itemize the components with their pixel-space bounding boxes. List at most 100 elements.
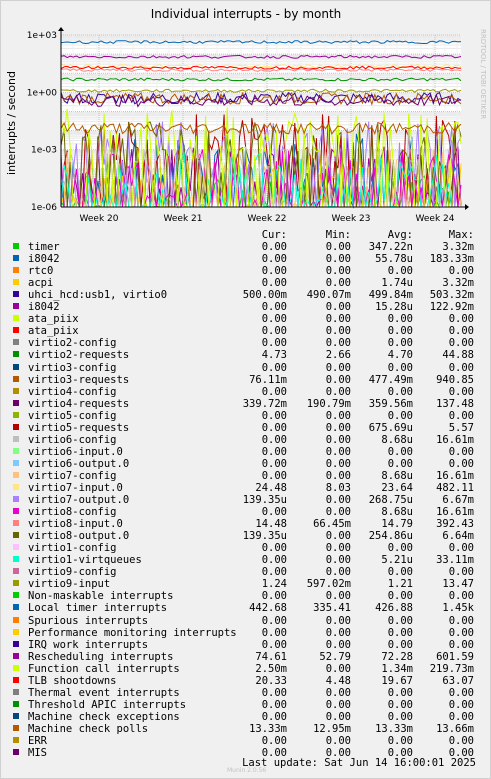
legend-cur: 0.00 (261, 566, 287, 579)
legend-min: 0.00 (325, 530, 351, 543)
x-tick-label: Week 21 (164, 214, 203, 224)
legend-max: 0.00 (448, 566, 474, 579)
legend-avg: 1.74u (381, 277, 413, 290)
legend-cur: 0.00 (261, 686, 287, 699)
legend-swatch (13, 435, 19, 442)
series-line (60, 93, 462, 108)
legend-max: 0.00 (448, 747, 474, 760)
legend-cur: 76.11m (249, 373, 287, 386)
legend-row: Thermal event interrupts 0.00 0.00 0.00 0.00 (13, 687, 483, 699)
legend-swatch (13, 604, 19, 611)
legend-row: uhci_hcd:usb1, virtio0 500.00m 490.07m 499.… (13, 289, 483, 301)
legend-max: 3.32m (442, 241, 474, 254)
legend-avg: 0.00 (387, 626, 413, 639)
legend-max: 0.00 (448, 445, 474, 458)
legend-avg: 72.28 (381, 650, 413, 663)
legend-max: 0.00 (448, 542, 474, 555)
legend-label: timer (28, 241, 60, 254)
legend-min: 0.00 (325, 253, 351, 266)
legend-max: 392.43 (436, 518, 474, 531)
legend-swatch (13, 736, 19, 743)
legend-min: 0.00 (325, 469, 351, 482)
legend-cur: 0.00 (261, 457, 287, 470)
legend-max: 940.85 (436, 373, 474, 386)
legend-swatch (13, 387, 19, 394)
legend-row: virtio7-input.0 24.48 8.03 23.64 482.11 (13, 482, 483, 494)
legend-cur: 0.00 (261, 253, 287, 266)
legend-swatch (13, 471, 19, 478)
legend-cur: 74.61 (255, 650, 287, 663)
legend-max: 183.33m (429, 253, 474, 266)
legend-avg: 1.21 (387, 578, 413, 591)
legend-swatch (13, 652, 19, 659)
legend-max: 0.00 (448, 614, 474, 627)
legend-swatch (13, 712, 19, 719)
legend-swatch (13, 592, 19, 599)
legend-row: virtio4-config 0.00 0.00 0.00 0.00 (13, 386, 483, 398)
legend-avg: 0.00 (387, 566, 413, 579)
legend-swatch (13, 363, 19, 370)
legend-row: i8042 0.00 0.00 15.28u 122.92m (13, 301, 483, 313)
legend-label: i8042 (28, 253, 60, 266)
legend-cur: 0.00 (261, 265, 287, 278)
legend-min: 0.00 (325, 747, 351, 760)
legend-cur: 14.48 (255, 518, 287, 531)
legend-swatch (13, 315, 19, 322)
legend-max: 0.00 (448, 590, 474, 603)
series-line (60, 121, 462, 136)
legend-min: 0.00 (325, 313, 351, 326)
legend-min: 0.00 (325, 457, 351, 470)
legend-avg: 13.33m (375, 722, 413, 735)
legend-row: virtio7-config 0.00 0.00 8.68u 16.61m (13, 470, 483, 482)
legend-row: virtio4-requests 339.72m 190.79m 359.56m 137… (13, 398, 483, 410)
legend-swatch (13, 447, 19, 454)
legend-swatch (13, 291, 19, 298)
legend-max: 63.07 (442, 674, 474, 687)
legend-max: 482.11 (436, 481, 474, 494)
legend-label: Non-maskable interrupts (28, 590, 174, 603)
legend-label: Local timer interrupts (28, 602, 168, 615)
legend-cur: 0.00 (261, 638, 287, 651)
legend-max: 16.61m (436, 433, 474, 446)
legend-swatch (13, 303, 19, 310)
legend-row: timer 0.00 0.00 347.22n 3.32m (13, 241, 483, 253)
legend-swatch (13, 496, 19, 503)
legend-cur: 0.00 (261, 734, 287, 747)
legend-label: rtc0 (28, 265, 54, 278)
legend-min: 66.45m (313, 518, 351, 531)
legend-cur: 20.33 (255, 674, 287, 687)
legend-row: virtio1-virtqueues 0.00 0.00 5.21u 33.11m (13, 554, 483, 566)
legend-label: virtio8-config (28, 506, 117, 519)
legend-label: Performance monitoring interrupts (28, 626, 237, 639)
legend-row: virtio6-input.0 0.00 0.00 0.00 0.00 (13, 446, 483, 458)
legend-label: Rescheduling interrupts (28, 650, 174, 663)
series-line (60, 67, 462, 72)
legend-row: virtio8-output.0 139.35u 0.00 254.86u 6.64m (13, 530, 483, 542)
legend-row: Threshold APIC interrupts 0.00 0.00 0.00 0.0… (13, 699, 483, 711)
legend-swatch (13, 544, 19, 551)
legend-label: Function call interrupts (28, 662, 180, 675)
legend-max: 33.11m (436, 554, 474, 567)
legend-cur: 0.00 (261, 409, 287, 422)
legend-rows: timer 0.00 0.00 347.22n 3.32m i8042 0.00 0.00 55… (13, 241, 483, 759)
legend-max: 16.61m (436, 506, 474, 519)
legend-row: rtc0 0.00 0.00 0.00 0.00 (13, 265, 483, 277)
legend-cur: 0.00 (261, 337, 287, 350)
legend-swatch (13, 700, 19, 707)
legend-max: 0.00 (448, 325, 474, 338)
legend-swatch (13, 243, 19, 250)
legend-max: 503.32m (429, 289, 474, 302)
legend-avg: 0.00 (387, 734, 413, 747)
legend-swatch (13, 508, 19, 515)
legend-max: 601.59 (436, 650, 474, 663)
legend-max: 219.73m (429, 662, 474, 675)
legend-swatch (13, 375, 19, 382)
legend-label: virtio6-output.0 (28, 457, 130, 470)
legend-min: 52.79 (319, 650, 351, 663)
legend-avg: 23.64 (381, 481, 413, 494)
legend-swatch (13, 724, 19, 731)
legend-avg: 347.22n (368, 241, 413, 254)
legend-label: virtio3-requests (28, 373, 130, 386)
legend-label: MIS (28, 747, 47, 760)
legend-avg: 0.00 (387, 409, 413, 422)
